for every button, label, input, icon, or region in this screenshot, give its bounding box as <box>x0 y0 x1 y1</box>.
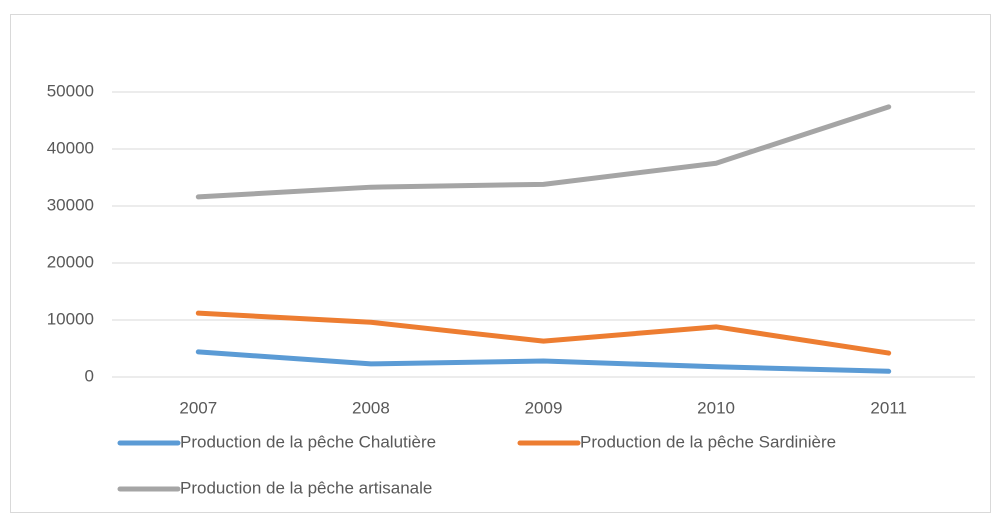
y-tick-label: 30000 <box>47 195 94 214</box>
legend-label: Production de la pêche Sardinière <box>580 432 836 451</box>
x-tick-label: 2007 <box>179 398 217 417</box>
y-tick-label: 40000 <box>47 138 94 157</box>
series-line <box>195 310 892 356</box>
x-tick-label: 2009 <box>525 398 563 417</box>
x-tick-label: 2008 <box>352 398 390 417</box>
y-tick-label: 50000 <box>47 81 94 100</box>
series-line <box>195 104 892 200</box>
legend-label: Production de la pêche Chalutière <box>180 432 436 451</box>
x-tick-label: 2011 <box>870 398 907 417</box>
y-tick-label: 0 <box>85 366 94 385</box>
x-tick-label: 2010 <box>697 398 735 417</box>
legend-label: Production de la pêche artisanale <box>180 478 432 497</box>
series-line <box>195 349 892 374</box>
y-tick-label: 10000 <box>47 309 94 328</box>
y-tick-label: 20000 <box>47 252 94 271</box>
